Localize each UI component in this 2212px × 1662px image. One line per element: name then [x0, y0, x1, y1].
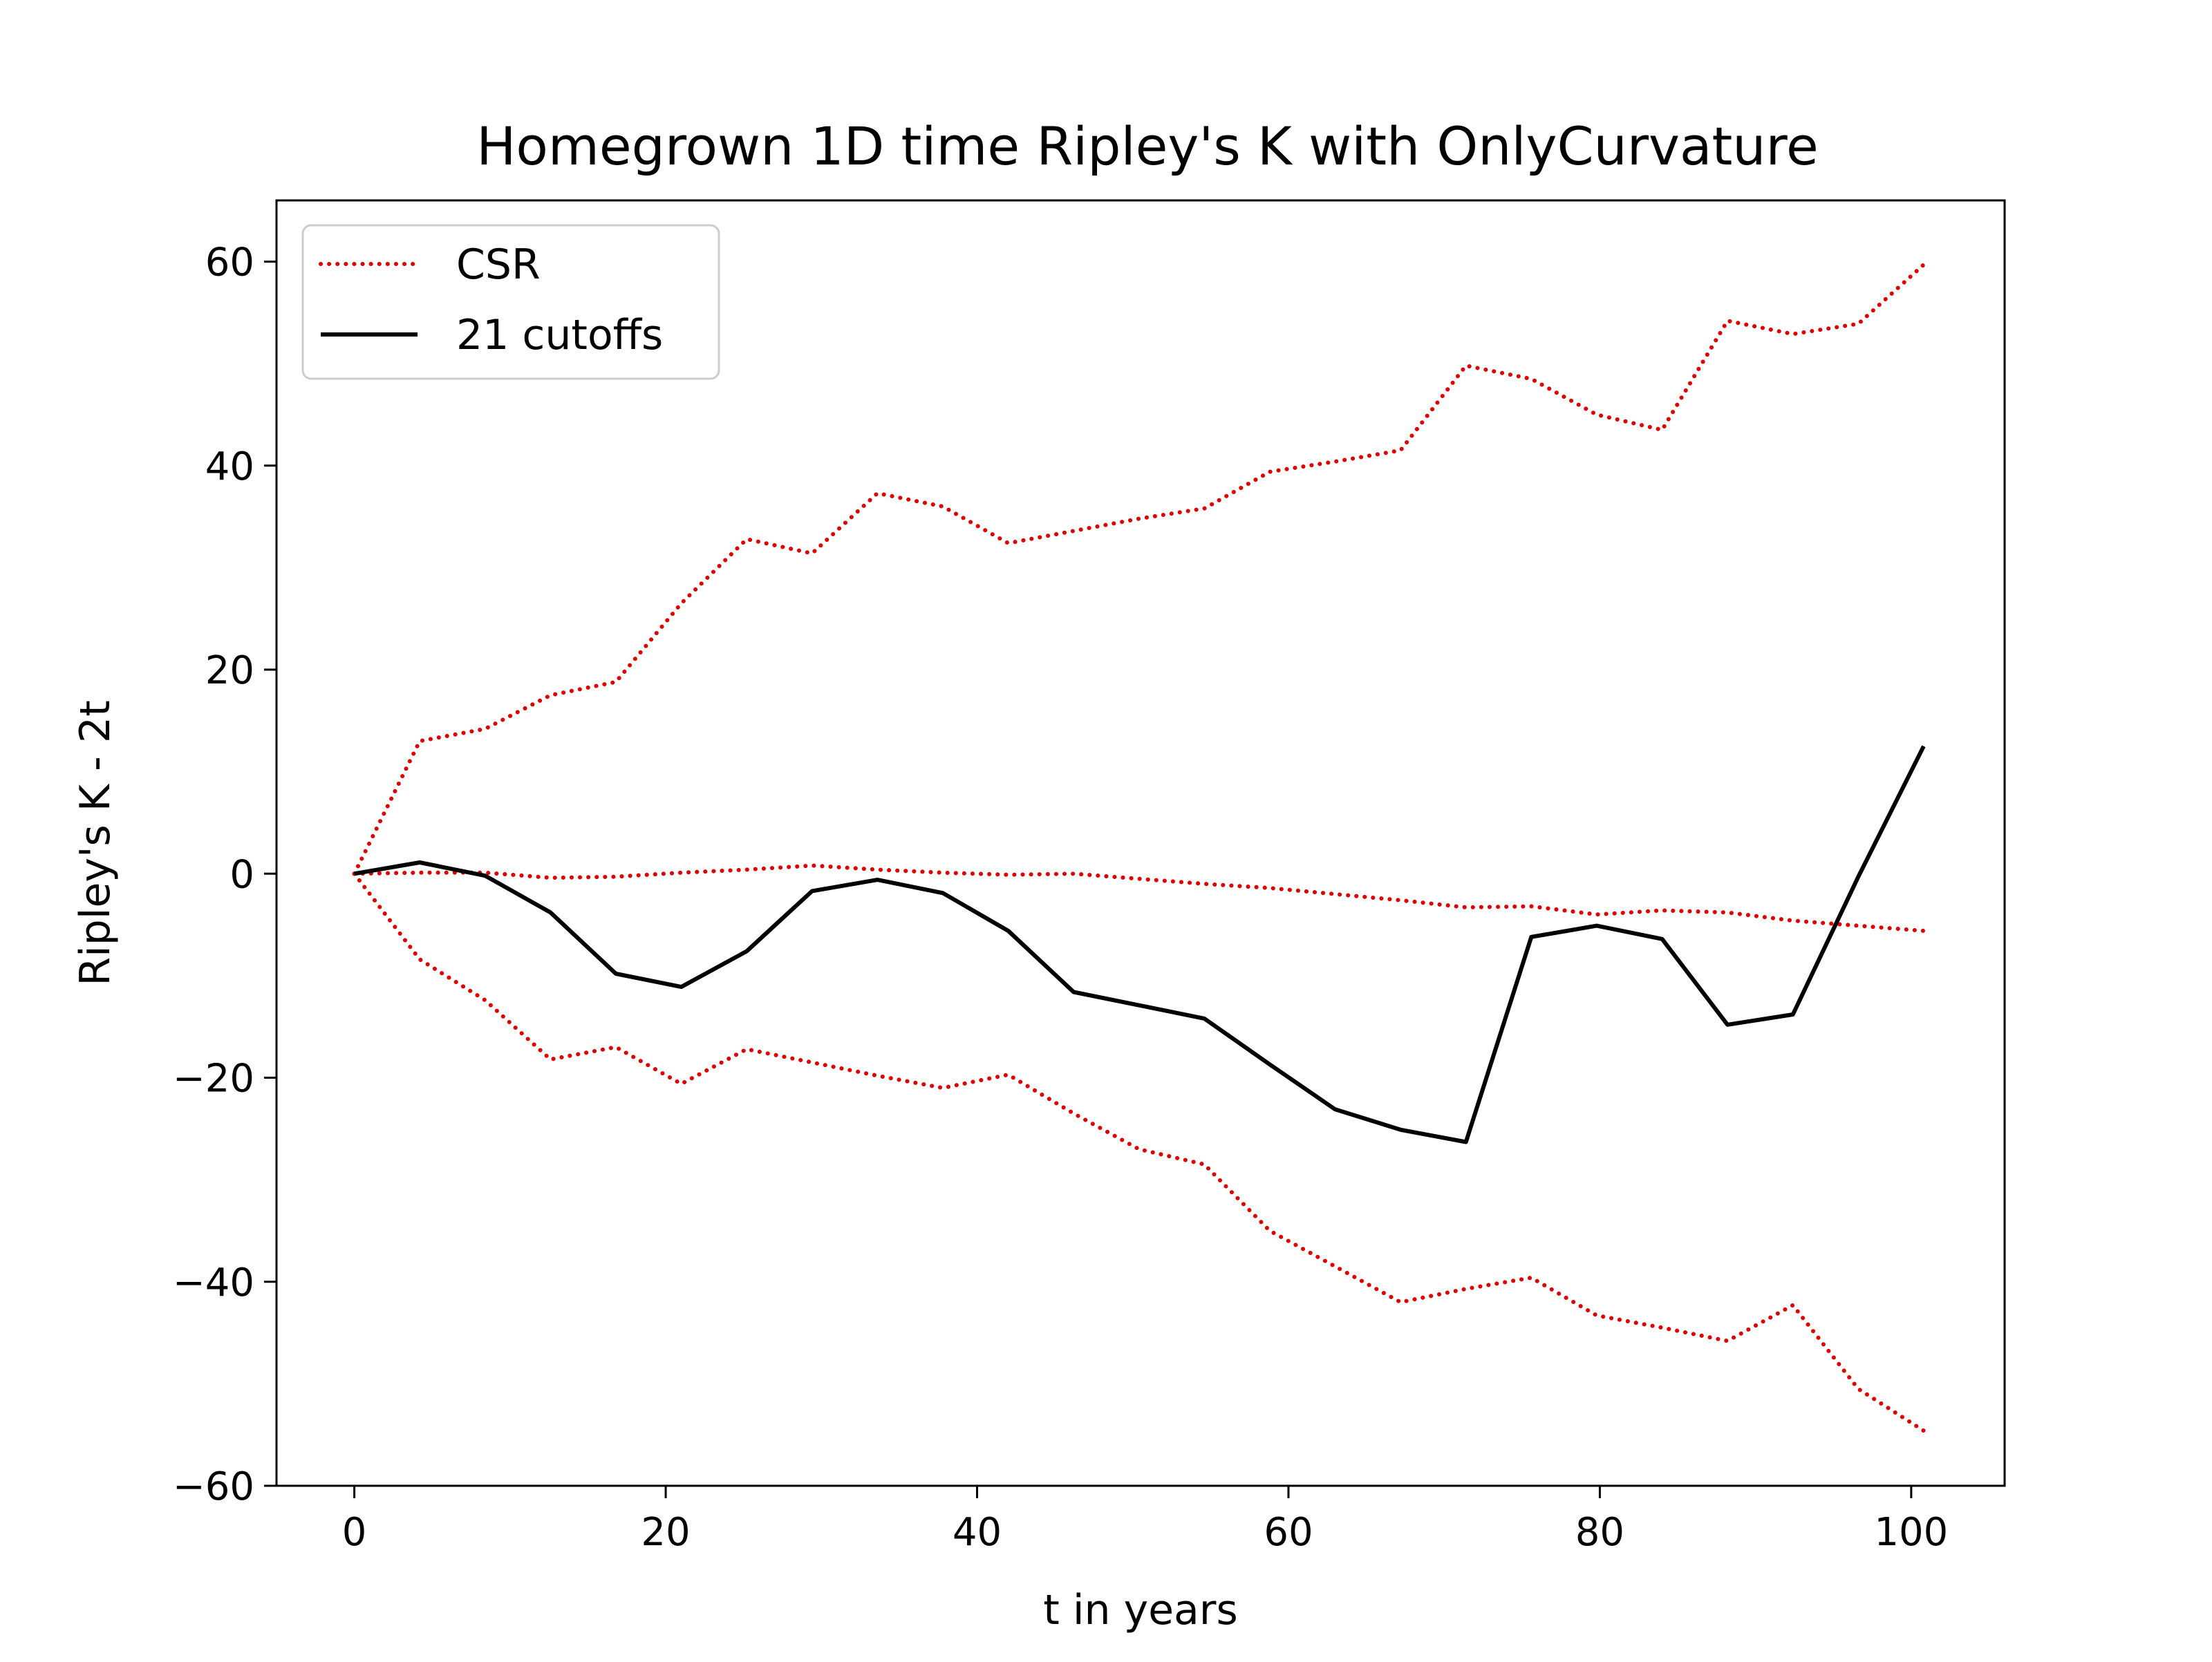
series-line-csr-envelope-2: [352, 871, 1926, 1433]
x-tick-label: 20: [641, 1510, 690, 1555]
y-axis-label: Ripley's K - 2t: [71, 700, 120, 985]
x-axis-label: t in years: [1043, 1586, 1237, 1634]
x-tick-label: 80: [1575, 1510, 1624, 1555]
y-tick-label: 20: [205, 648, 254, 693]
legend-label-21-cutoffs: 21 cutoffs: [456, 311, 663, 359]
plot-frame: [275, 199, 2006, 1487]
y-tick-label: 40: [205, 444, 254, 489]
x-tick-label: 0: [342, 1510, 367, 1555]
y-tick-label: −60: [173, 1464, 254, 1509]
y-axis: −60 −40 −20 0 20 40 60: [173, 240, 276, 1509]
x-tick-label: 60: [1264, 1510, 1313, 1555]
x-tick-label: 40: [953, 1510, 1002, 1555]
y-tick-label: −20: [173, 1057, 254, 1102]
legend-label-csr: CSR: [456, 240, 541, 289]
series-line-csr: [352, 263, 1926, 876]
chart-title: Homegrown 1D time Ripley's K with OnlyCu…: [476, 115, 1819, 177]
legend: CSR 21 cutoffs: [301, 224, 720, 380]
series-line-csr-envelope-1: [352, 863, 1926, 933]
series-line-21-cutoffs: [354, 745, 1926, 1144]
y-tick-label: 0: [229, 852, 254, 897]
x-axis: 0 20 40 60 80 100: [342, 1486, 1948, 1555]
series-layer: [352, 263, 1926, 1433]
y-tick-label: 60: [205, 240, 254, 285]
legend-frame: [301, 224, 720, 380]
x-tick-label: 100: [1874, 1510, 1948, 1555]
y-tick-label: −40: [173, 1260, 254, 1305]
